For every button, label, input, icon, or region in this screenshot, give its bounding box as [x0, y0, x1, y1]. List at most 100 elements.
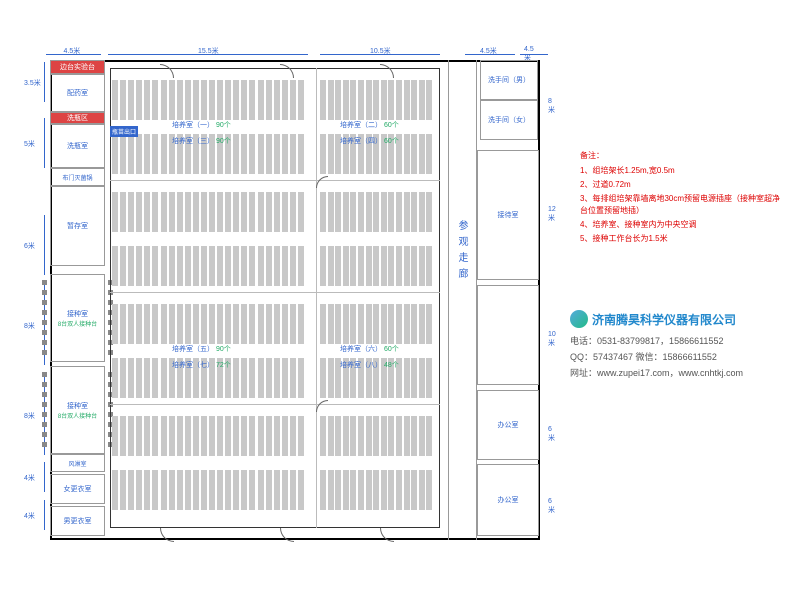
rack-icon: [381, 192, 387, 232]
rack-icon: [193, 416, 199, 456]
rack-icon: [185, 470, 191, 510]
rack-icon: [282, 134, 288, 174]
rack-icon: [112, 134, 118, 174]
rack-icon: [144, 80, 150, 120]
seat-icon: [42, 372, 47, 377]
rack-icon: [185, 416, 191, 456]
rack-icon: [396, 470, 402, 510]
rack-icon: [152, 470, 158, 510]
left-room: 洗瓶室: [50, 124, 105, 168]
rack-icon: [274, 134, 280, 174]
note-item: 5、接种工作台长为1.5米: [580, 233, 780, 244]
rack-icon: [411, 416, 417, 456]
rack-icon: [426, 80, 432, 120]
rack-icon: [328, 304, 334, 344]
culture-room-label: 培养室（八） 48个: [340, 360, 399, 370]
rack-icon: [169, 192, 175, 232]
rack-icon: [350, 192, 356, 232]
company-brand: 济南腾昊科学仪器有限公司: [570, 310, 780, 328]
rack-icon: [201, 192, 207, 232]
rack-icon: [343, 80, 349, 120]
rack-icon: [152, 304, 158, 344]
rack-icon: [388, 416, 394, 456]
rack-icon: [298, 416, 304, 456]
notes-title: 备注：: [580, 150, 780, 161]
rack-icon: [320, 358, 326, 398]
rack-icon: [328, 80, 334, 120]
rack-icon: [217, 192, 223, 232]
rack-icon: [350, 470, 356, 510]
rack-icon: [335, 192, 341, 232]
rack-icon: [298, 192, 304, 232]
rack-icon: [335, 416, 341, 456]
rack-icon: [217, 246, 223, 286]
bottle-exit-label: 瓶苗出口: [110, 126, 138, 137]
right-room: 洗手间（男）: [480, 60, 538, 100]
rack-icon: [274, 416, 280, 456]
note-item: 1、组培架长1.25m,宽0.5m: [580, 165, 780, 176]
rack-icon: [201, 304, 207, 344]
rack-icon: [298, 80, 304, 120]
rack-icon: [419, 134, 425, 174]
rack-icon: [120, 134, 126, 174]
rack-icon: [233, 80, 239, 120]
rack-icon: [358, 304, 364, 344]
rack-icon: [381, 470, 387, 510]
culture-room-label: 培养室（四） 60个: [340, 136, 399, 146]
rack-icon: [152, 416, 158, 456]
seat-icon: [42, 402, 47, 407]
rack-icon: [258, 470, 264, 510]
rack-icon: [258, 416, 264, 456]
rack-icon: [144, 416, 150, 456]
rack-icon: [419, 80, 425, 120]
rack-icon: [411, 304, 417, 344]
rack-icon: [366, 304, 372, 344]
rack-icon: [120, 80, 126, 120]
rack-icon: [373, 470, 379, 510]
seat-icon: [42, 392, 47, 397]
dim-left: 6米: [24, 241, 35, 251]
rack-icon: [225, 192, 231, 232]
culture-room-label: 培养室（一） 90个: [172, 120, 231, 130]
rack-icon: [388, 80, 394, 120]
rack-icon: [225, 416, 231, 456]
rack-icon: [350, 416, 356, 456]
rack-icon: [373, 304, 379, 344]
rack-icon: [350, 304, 356, 344]
rack-icon: [298, 134, 304, 174]
culture-room-label: 培养室（六） 60个: [340, 344, 399, 354]
rack-icon: [274, 192, 280, 232]
rack-icon: [177, 192, 183, 232]
rack-icon: [249, 134, 255, 174]
rack-icon: [249, 470, 255, 510]
left-room: 男更衣室: [50, 506, 105, 536]
right-room: 洗手间（女）: [480, 100, 538, 140]
rack-icon: [320, 192, 326, 232]
rack-icon: [419, 192, 425, 232]
rack-icon: [241, 80, 247, 120]
left-room: 配药室: [50, 74, 105, 112]
rack-icon: [209, 192, 215, 232]
room-label: 边台实验台: [60, 62, 95, 72]
seat-icon: [42, 290, 47, 295]
rack-icon: [320, 134, 326, 174]
rack-icon: [282, 470, 288, 510]
rack-icon: [411, 80, 417, 120]
rack-icon: [185, 192, 191, 232]
rack-icon: [249, 192, 255, 232]
rack-icon: [258, 134, 264, 174]
room-label: 洗手间（女）: [488, 115, 530, 125]
company-logo-icon: [570, 310, 588, 328]
rack-icon: [335, 246, 341, 286]
rack-icon: [258, 304, 264, 344]
rack-icon: [411, 134, 417, 174]
culture-room-label: 培养室（七） 72个: [172, 360, 231, 370]
company-line: QQ：57437467 微信：15866611552: [570, 350, 780, 363]
rack-icon: [225, 80, 231, 120]
rack-icon: [282, 416, 288, 456]
rack-icon: [152, 246, 158, 286]
rack-icon: [193, 304, 199, 344]
rack-icon: [120, 246, 126, 286]
rack-icon: [128, 246, 134, 286]
room-label: 洗手间（男）: [488, 75, 530, 85]
